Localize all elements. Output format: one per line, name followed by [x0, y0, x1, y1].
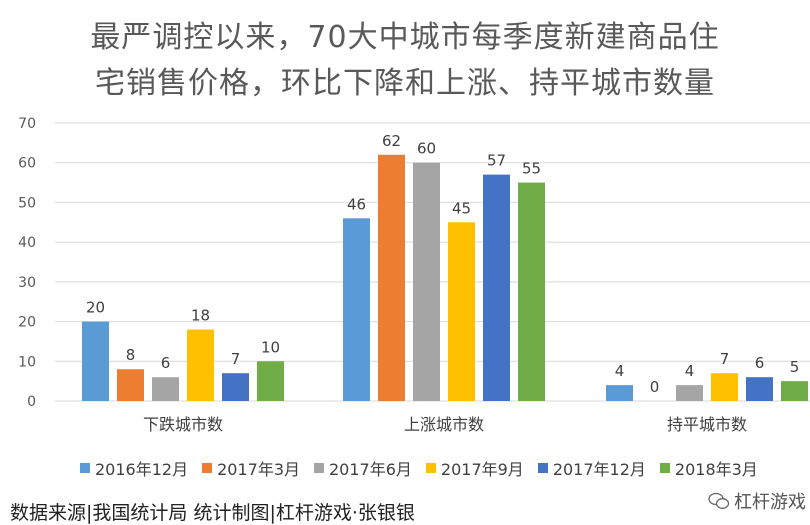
- y-tick-label: 30: [18, 275, 36, 291]
- legend-label: 2016年12月: [95, 460, 189, 479]
- data-label: 4: [685, 362, 695, 380]
- data-label: 7: [231, 350, 241, 368]
- data-source-footer: 数据来源|我国统计局 统计制图|杠杆游戏·张银银: [10, 502, 415, 524]
- data-label: 10: [261, 338, 280, 356]
- legend-swatch: [659, 463, 670, 473]
- data-label: 20: [86, 299, 105, 317]
- bar: [448, 222, 475, 401]
- bar: [343, 218, 370, 401]
- data-label: 18: [191, 307, 210, 325]
- bar: [676, 385, 703, 401]
- bar: [606, 385, 633, 401]
- data-label: 60: [417, 140, 436, 158]
- legend-swatch: [80, 463, 90, 473]
- watermark: 杠杆游戏: [708, 488, 806, 514]
- data-label: 55: [522, 160, 541, 178]
- bar: [413, 162, 440, 401]
- data-label: 7: [720, 350, 730, 368]
- bar: [222, 373, 249, 401]
- bar: [187, 329, 214, 401]
- category-label: 上涨城市数: [404, 415, 484, 434]
- y-tick-label: 70: [18, 116, 36, 132]
- legend-label: 2017年12月: [552, 460, 646, 479]
- bar: [82, 321, 109, 401]
- legend-label: 2018年3月: [674, 460, 758, 479]
- data-label: 6: [755, 354, 765, 372]
- legend-label: 2017年9月: [440, 460, 524, 479]
- bar: [378, 154, 405, 401]
- data-label: 8: [126, 346, 136, 364]
- legend-item: 2016年12月: [80, 456, 188, 480]
- data-label: 45: [452, 199, 471, 217]
- legend-label: 2017年3月: [217, 460, 300, 479]
- chart-title-line-1: 最严调控以来，70大中城市每季度新建商品住: [90, 20, 720, 55]
- legend-swatch: [202, 463, 213, 473]
- bar: [711, 373, 738, 401]
- chart-title-line-2: 宅销售价格，环比下降和上涨、持平城市数量: [95, 66, 715, 101]
- legend-item: 2017年6月: [314, 456, 412, 480]
- watermark-text: 杠杆游戏: [734, 492, 806, 513]
- y-tick-label: 0: [27, 394, 36, 410]
- legend-item: 2018年3月: [659, 456, 758, 480]
- chart-legend: 2016年12月 2017年3月 2017年6月 2017年9月 2017年12月 201…: [80, 456, 800, 480]
- data-label: 5: [790, 358, 800, 376]
- wechat-icon: [708, 492, 730, 509]
- data-label: 46: [347, 195, 366, 213]
- bar: [117, 369, 144, 401]
- y-tick-label: 50: [18, 195, 36, 211]
- legend-item: 2017年9月: [425, 456, 524, 480]
- data-label: 57: [487, 152, 506, 170]
- data-label: 62: [382, 132, 401, 150]
- bar: [781, 381, 808, 401]
- data-label: 0: [650, 378, 660, 396]
- bar: [518, 182, 545, 401]
- y-tick-label: 40: [18, 235, 36, 251]
- bar: [257, 361, 284, 401]
- legend-swatch: [425, 463, 436, 473]
- legend-item: 2017年12月: [537, 456, 646, 480]
- bar: [152, 377, 179, 401]
- y-tick-label: 10: [18, 354, 36, 370]
- data-label: 6: [161, 354, 171, 372]
- y-tick-label: 20: [18, 315, 36, 331]
- category-label: 持平城市数: [667, 415, 747, 434]
- legend-label: 2017年6月: [329, 460, 412, 479]
- y-tick-label: 60: [18, 156, 36, 172]
- bar: [746, 377, 773, 401]
- legend-swatch: [537, 463, 548, 473]
- data-label: 4: [615, 362, 625, 380]
- legend-swatch: [314, 463, 324, 473]
- bar: [483, 174, 510, 401]
- legend-item: 2017年3月: [202, 456, 300, 480]
- category-label: 下跌城市数: [143, 415, 223, 434]
